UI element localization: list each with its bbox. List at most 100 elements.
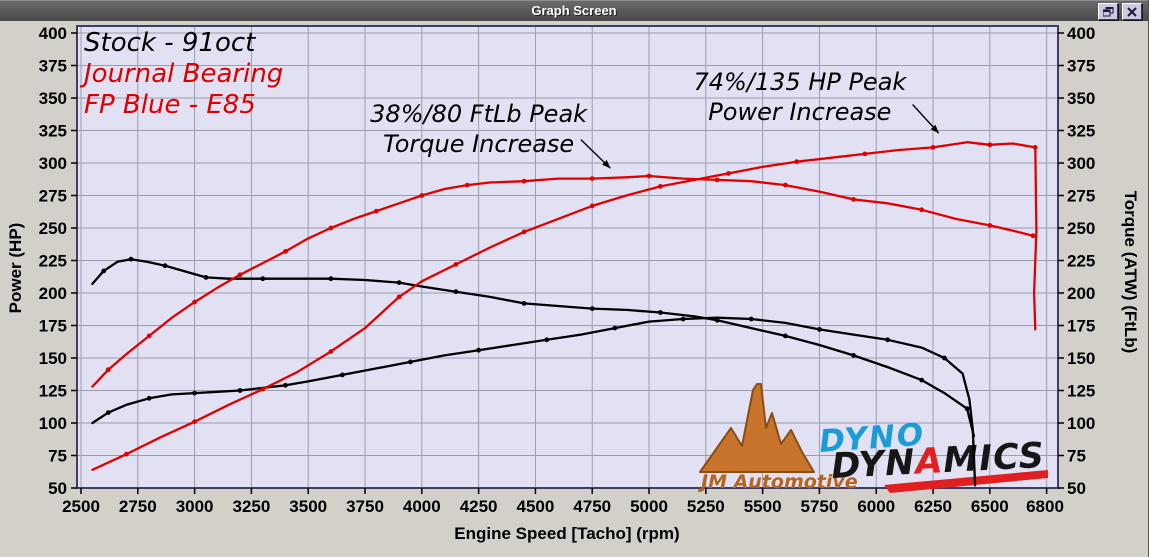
- marker-fp_blue_torque: [782, 182, 788, 188]
- y-tick-label-left: 400: [39, 24, 67, 43]
- marker-stock_power: [612, 325, 618, 331]
- marker-stock_torque: [453, 289, 459, 295]
- marker-fp_blue_torque: [919, 207, 925, 213]
- marker-stock_power: [680, 316, 686, 322]
- marker-stock_torque: [260, 276, 266, 282]
- marker-fp_blue_power: [453, 262, 459, 267]
- y-tick-label-right: 375: [1067, 57, 1095, 76]
- marker-fp_blue_torque: [1030, 233, 1036, 239]
- jm-automotive-logo: JM Automotive: [697, 383, 858, 493]
- marker-stock_power: [237, 388, 243, 393]
- y-tick-label-right: 100: [1067, 414, 1095, 433]
- marker-stock_torque: [714, 317, 720, 323]
- marker-stock_torque: [919, 377, 925, 383]
- dynamics-underline: [884, 470, 1048, 493]
- y-tick-label-left: 175: [39, 317, 67, 336]
- y-tick-label-left: 275: [39, 187, 67, 206]
- marker-fp_blue_power: [794, 159, 800, 165]
- y-tick-label-right: 250: [1067, 219, 1095, 238]
- marker-stock_power: [544, 337, 550, 343]
- y-tick-label-right: 75: [1067, 447, 1086, 466]
- restore-window-button[interactable]: [1098, 3, 1118, 20]
- y-tick-label-left: 75: [48, 447, 67, 466]
- marker-stock_power: [146, 395, 152, 401]
- legend-item-fp-blue: FP Blue - E85: [84, 90, 256, 120]
- y-tick-label-left: 325: [39, 122, 67, 141]
- x-tick-label: 4500: [517, 497, 555, 516]
- y-tick-label-right: 175: [1067, 317, 1095, 336]
- restore-window-icon: [1102, 6, 1113, 16]
- x-tick-label: 2750: [119, 497, 157, 516]
- annotation-power-increase: 74%/135 HP Peak Power Increase: [693, 67, 907, 126]
- marker-stock_power: [476, 347, 482, 353]
- marker-fp_blue_torque: [105, 367, 111, 373]
- marker-stock_torque: [782, 333, 788, 339]
- marker-fp_blue_torque: [283, 249, 288, 254]
- dyno-dynamics-logo: DYNO DYNAMICS: [818, 417, 1048, 493]
- marker-fp_blue_torque: [419, 193, 425, 198]
- marker-fp_blue_power: [328, 349, 334, 354]
- x-tick-label: 6250: [914, 497, 952, 516]
- marker-stock_power: [817, 327, 822, 332]
- curve-stock_torque: [91, 258, 976, 438]
- marker-fp_blue_power: [862, 151, 868, 157]
- marker-stock_torque: [328, 276, 334, 282]
- x-tick-label: 5250: [687, 497, 725, 516]
- y-tick-label-left: 225: [39, 252, 67, 271]
- annotation-arrows-layer: [580, 104, 940, 169]
- curve-fp_blue_torque: [91, 174, 1035, 388]
- marker-fp_blue_power: [124, 451, 129, 457]
- marker-stock_power: [408, 359, 413, 365]
- marker-fp_blue_power: [657, 184, 663, 189]
- window-title: Graph Screen: [531, 3, 617, 18]
- chart-background-layer: 50 50 75 75 100 100 125 125 150 150 175 175 200 200 22…: [39, 24, 1096, 516]
- y-tick-label-right: 125: [1067, 382, 1095, 401]
- x-tick-label: 5500: [744, 497, 782, 516]
- x-tick-label: 3500: [289, 497, 327, 516]
- y-tick-label-right: 275: [1067, 187, 1095, 206]
- marker-fp_blue_torque: [714, 177, 720, 183]
- y-tick-label-right: 300: [1067, 154, 1095, 173]
- y-tick-label-left: 150: [39, 349, 67, 368]
- y-tick-label-right: 50: [1067, 479, 1086, 498]
- marker-stock_power: [283, 382, 288, 388]
- marker-fp_blue_power: [260, 386, 266, 392]
- marker-fp_blue_torque: [192, 299, 198, 305]
- y-tick-label-left: 200: [39, 284, 67, 303]
- y-tick-label-left: 50: [48, 479, 67, 498]
- y-tick-label-left: 300: [39, 154, 67, 173]
- marker-stock_torque: [396, 280, 402, 285]
- legend-item-journal-bearing: Journal Bearing: [84, 59, 284, 89]
- marker-fp_blue_torque: [851, 197, 856, 202]
- marker-stock_torque: [964, 406, 970, 412]
- marker-stock_torque: [521, 301, 527, 306]
- close-icon: [1127, 6, 1137, 17]
- x-tick-label: 2500: [62, 497, 100, 516]
- marker-fp_blue_torque: [521, 178, 527, 184]
- marker-stock_power: [105, 410, 111, 415]
- y-tick-label-right: 400: [1067, 24, 1095, 43]
- y-tick-label-left: 350: [39, 89, 67, 108]
- marker-fp_blue_power: [396, 294, 402, 300]
- x-tick-label: 3000: [176, 497, 214, 516]
- marker-stock_torque: [589, 306, 595, 311]
- marker-stock_torque: [851, 353, 856, 358]
- marker-fp_blue_torque: [328, 225, 334, 231]
- marker-fp_blue_power: [987, 142, 993, 148]
- x-tick-label: 3750: [346, 497, 384, 516]
- x-tick-label: 6500: [971, 497, 1009, 516]
- marker-stock_torque: [657, 310, 663, 315]
- marker-stock_power: [885, 337, 890, 343]
- x-tick-label: 4750: [573, 497, 611, 516]
- marker-fp_blue_power: [726, 171, 731, 176]
- y-axis-title-power: Power (HP): [6, 222, 25, 314]
- curve-fp_blue_power: [91, 141, 1038, 471]
- marker-fp_blue_torque: [589, 176, 595, 182]
- plot-frame: [76, 25, 1059, 489]
- y-tick-label-right: 200: [1067, 284, 1095, 303]
- y-tick-label-right: 350: [1067, 89, 1095, 108]
- y-tick-label-left: 100: [39, 414, 67, 433]
- marker-stock_power: [192, 390, 198, 396]
- close-window-button[interactable]: [1122, 3, 1142, 20]
